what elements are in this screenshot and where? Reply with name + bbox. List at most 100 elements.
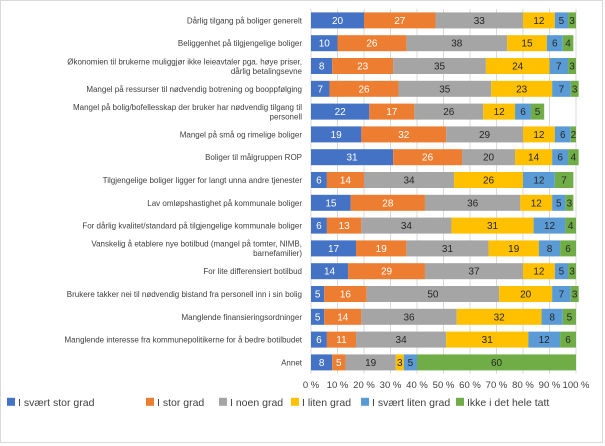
bar-segment (483, 103, 516, 120)
bar-segment (364, 12, 436, 29)
category-label: Boliger til målgruppen ROP (205, 153, 302, 162)
bar-segment (560, 240, 576, 257)
bar-segment (523, 263, 555, 280)
category-label: Beliggenhet på tilgjengelige boliger (178, 39, 302, 48)
data-label: 4 (568, 221, 574, 232)
data-label: 6 (520, 107, 526, 118)
x-tick-label: 40 % (406, 380, 428, 391)
bar-segment (552, 80, 571, 97)
bar-segment (554, 12, 569, 29)
bar-segment (326, 172, 364, 188)
category-label-line: Dårlig tilgang på boliger generelt (187, 16, 303, 25)
data-label: 6 (560, 130, 566, 141)
data-label: 31 (487, 221, 499, 232)
data-label: 3 (569, 267, 575, 278)
bar-segment (565, 194, 574, 211)
data-label: 26 (483, 176, 495, 187)
legend-label: Ikke i det hele tatt (467, 397, 549, 409)
data-label: 31 (347, 153, 359, 164)
bar-segment (528, 331, 561, 348)
bar-segment (570, 126, 576, 143)
bar-segment (560, 331, 576, 348)
category-label-line: For lite differensiert botilbud (203, 267, 302, 276)
bar-segment (311, 240, 357, 257)
bar-segment (311, 194, 351, 211)
data-label: 23 (357, 62, 369, 73)
data-label: 20 (332, 16, 344, 27)
bar-segment (520, 194, 553, 211)
bar-segment (326, 331, 357, 348)
data-label: 6 (552, 39, 558, 50)
data-label: 34 (396, 335, 408, 346)
legend-label: I noen grad (230, 397, 283, 409)
bar-segment (350, 194, 425, 211)
bar-segment (356, 240, 407, 257)
bar-segment (541, 308, 563, 325)
data-label: 31 (442, 244, 454, 255)
data-label: 17 (328, 244, 340, 255)
data-label: 6 (316, 176, 322, 187)
bars: 20 27 33 12 5 310 26 38 15 6 48 23 35 24 7 37 26 35 23 7 322… (311, 12, 579, 371)
bar-segment (348, 263, 425, 280)
bar-segment (311, 35, 338, 52)
data-label: 5 (315, 290, 321, 301)
legend-label: I liten grad (302, 397, 351, 409)
data-label: 12 (533, 16, 545, 27)
bar-segment (488, 240, 539, 257)
bar-segment (361, 308, 457, 325)
bar-segment (570, 80, 579, 97)
data-label: 27 (394, 16, 406, 27)
data-label: 6 (565, 335, 571, 346)
bar-segment (507, 35, 547, 52)
bar-segment (311, 149, 394, 166)
data-label: 13 (339, 221, 351, 232)
bar-segment (356, 331, 447, 348)
bar-segment (552, 286, 571, 302)
data-label: 5 (567, 312, 573, 323)
data-label: 20 (520, 290, 532, 301)
category-label: Manglende finansieringsordninger (181, 313, 302, 322)
data-label: 5 (408, 358, 414, 369)
data-label: 36 (403, 312, 415, 323)
bar-segment (546, 35, 563, 52)
data-label: 5 (315, 312, 321, 323)
category-label: Økonomien til brukerne muliggjør ikke le… (67, 57, 302, 76)
data-label: 29 (381, 267, 393, 278)
bar-segment (414, 103, 484, 120)
legend-swatch (219, 397, 227, 406)
bar-segment (568, 263, 576, 280)
bar-segment (568, 58, 576, 74)
data-label: 23 (516, 84, 528, 95)
category-label: For lite differensiert botilbud (203, 267, 302, 276)
data-label: 34 (401, 221, 413, 232)
x-tick-label: 10 % (327, 380, 349, 391)
category-label-line: personell (270, 112, 303, 121)
category-label-line: dårlig betalingsevne (231, 67, 303, 76)
data-label: 5 (559, 267, 565, 278)
bar-segment (366, 286, 500, 302)
data-label: 16 (340, 290, 352, 301)
data-label: 5 (559, 16, 565, 27)
bar-segment (491, 80, 553, 97)
data-label: 31 (482, 335, 494, 346)
bar-segment (361, 217, 452, 234)
data-label: 12 (494, 107, 506, 118)
bar-segment (364, 172, 455, 188)
data-label: 14 (324, 267, 336, 278)
data-label: 12 (531, 198, 543, 209)
category-label-line: Manglende interesse fra kommunepolitiker… (65, 336, 303, 345)
data-label: 35 (439, 84, 451, 95)
bar-segment (311, 58, 333, 74)
data-label: 2 (571, 130, 577, 141)
bar-segment (499, 286, 553, 302)
x-tick-label: 50 % (433, 380, 455, 391)
data-label: 6 (557, 153, 563, 164)
data-label: 17 (386, 107, 398, 118)
bar-segment (446, 331, 529, 348)
bar-segment (456, 308, 542, 325)
bar-segment (552, 149, 569, 166)
data-label: 12 (539, 335, 551, 346)
data-label: 4 (565, 39, 571, 50)
x-tick-label: 70 % (486, 380, 508, 391)
